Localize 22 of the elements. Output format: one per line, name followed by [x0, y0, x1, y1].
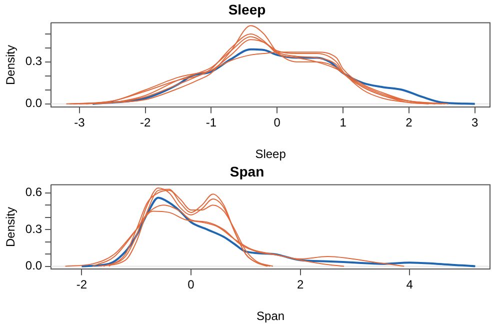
x-tick-label: 4 [406, 278, 414, 292]
x-tick-label: -1 [206, 116, 217, 130]
x-tick-label: 1 [340, 116, 347, 130]
y-axis-title: Density [4, 206, 18, 248]
y-tick-label: 0.3 [25, 54, 42, 68]
y-tick-label: 0.0 [25, 258, 42, 273]
x-tick-label: -2 [140, 116, 151, 130]
x-tick-label: 2 [296, 278, 304, 292]
x-axis-title: Sleep [255, 147, 286, 162]
y-tick-label: 0.3 [25, 222, 42, 236]
x-tick-label: -3 [74, 116, 86, 130]
y-tick-label: 0.6 [25, 185, 42, 200]
x-tick-label: -2 [76, 278, 88, 292]
x-tick-label: 0 [274, 116, 281, 130]
x-tick-label: 3 [472, 116, 478, 130]
y-tick-label: 0.0 [25, 96, 42, 110]
x-tick-label: 2 [406, 116, 413, 130]
x-tick-label: 0 [188, 278, 195, 292]
x-axis-title: Span [256, 309, 285, 324]
y-axis-title: Density [4, 44, 18, 86]
chart-title: Span [230, 163, 264, 180]
chart-title: Sleep [228, 1, 266, 18]
